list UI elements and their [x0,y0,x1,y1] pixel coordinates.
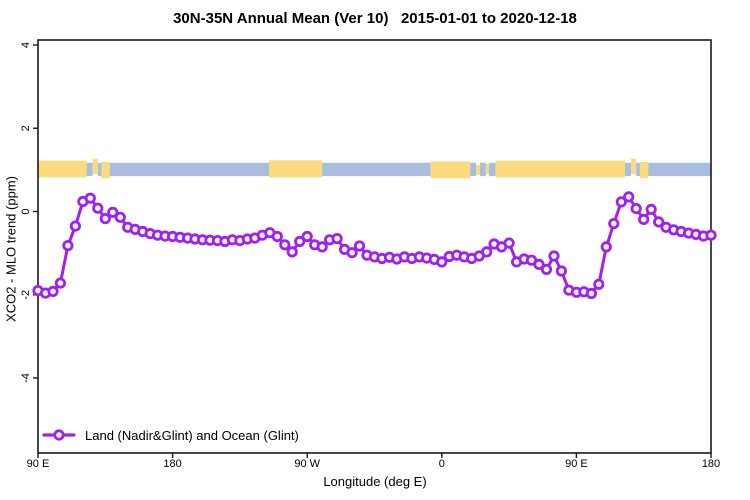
y-axis-label: XCO2 - MLO trend (ppm) [3,176,19,322]
data-point-marker [331,233,343,245]
data-point-marker [548,250,560,262]
band-segment-ocean [97,162,102,177]
data-point-marker [533,258,545,270]
band-segment-land [92,158,98,175]
y-tick-label: 2 [20,125,32,131]
y-tick-label: -4 [20,373,32,383]
x-tick-label: 90 E [565,458,588,470]
data-point-marker [84,192,96,204]
band-segment-ocean [86,162,93,177]
data-point-marker [271,230,283,243]
data-point-marker [705,229,717,241]
data-point-marker [107,206,119,218]
band-segment-land [476,164,480,175]
data-point-marker [555,265,568,277]
data-point-marker [593,278,605,290]
data-point-marker [630,203,642,215]
data-point-marker [54,277,67,289]
chart-title: 30N-35N Annual Mean (Ver 10) 2015-01-01 … [173,10,577,27]
data-point-marker [62,240,74,252]
data-point-marker [503,237,515,249]
band-segment-land [101,161,110,179]
data-point-marker [615,196,627,208]
y-tick-label: -2 [20,290,32,300]
band-segment-ocean [109,162,270,177]
data-point-marker [638,213,650,225]
data-point-marker [316,241,328,253]
band-segment-ocean [625,162,631,177]
band-segment-land [485,164,489,175]
band-segment-land [430,161,471,179]
band-segment-land [38,160,87,178]
data-point-marker [69,220,82,232]
band-segment-land [630,158,637,175]
band-segment-land [639,161,649,179]
band-segment-ocean [648,162,711,177]
band-segment-ocean [479,162,486,177]
band-segment-ocean [322,162,431,177]
band-segment-ocean [470,162,477,177]
data-point-marker [301,230,313,243]
data-point-marker [294,235,306,248]
x-tick-label: 90 E [27,458,50,470]
data-point-marker [286,246,298,258]
plot-frame [37,39,712,454]
data-point-marker [623,191,635,203]
band-segment-land [269,160,323,178]
band-segment-land [495,160,626,178]
band-segment-ocean [488,162,496,177]
data-point-marker [645,203,657,215]
legend-label: Land (Nadir&Glint) and Ocean (Glint) [85,427,299,443]
data-point-marker [608,218,620,230]
band-segment-ocean [636,162,640,177]
x-tick-label: 180 [702,458,720,470]
legend: Land (Nadir&Glint) and Ocean (Glint) [42,427,299,443]
data-point-marker [481,246,493,258]
data-point-marker [279,239,291,251]
y-tick-label: 4 [20,42,32,48]
x-tick-label: 180 [163,458,181,470]
data-point-marker [436,256,448,268]
x-tick-label: 0 [439,458,445,470]
data-point-marker [92,202,104,214]
data-point-marker [653,216,665,228]
y-tick-label: 0 [20,208,32,214]
data-point-marker [346,247,358,259]
x-tick-label: 90 W [294,458,320,470]
x-axis-label: Longitude (deg E) [323,474,427,489]
data-point-marker [600,241,612,253]
data-point-marker [114,211,126,223]
data-point-marker [585,287,598,300]
legend-marker-icon [42,429,76,441]
data-point-marker [99,213,111,225]
data-point-marker [353,240,366,252]
data-point-marker [47,285,59,297]
data-point-marker [540,263,553,275]
